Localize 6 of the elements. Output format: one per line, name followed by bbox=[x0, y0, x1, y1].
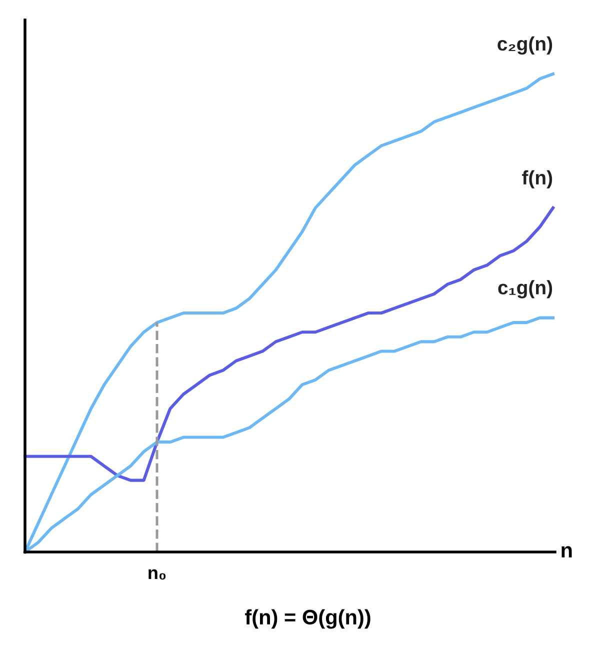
x-axis-title: n bbox=[562, 546, 572, 558]
text: n₀ bbox=[148, 569, 166, 580]
text: f(n) = Θ(g(n)) bbox=[245, 609, 370, 629]
series-label: c₁g(n) bbox=[498, 280, 552, 298]
series-label: f(n) bbox=[522, 170, 552, 188]
series-label: c₂g(n) bbox=[498, 36, 552, 55]
